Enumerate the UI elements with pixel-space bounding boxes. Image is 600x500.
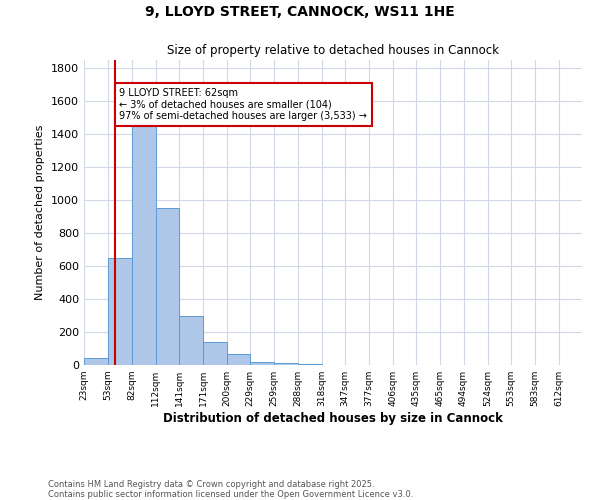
- Bar: [298, 364, 322, 365]
- Title: Size of property relative to detached houses in Cannock: Size of property relative to detached ho…: [167, 44, 499, 58]
- X-axis label: Distribution of detached houses by size in Cannock: Distribution of detached houses by size …: [163, 412, 503, 425]
- Bar: [250, 362, 274, 365]
- Bar: [179, 316, 203, 365]
- Text: 9, LLOYD STREET, CANNOCK, WS11 1HE: 9, LLOYD STREET, CANNOCK, WS11 1HE: [145, 5, 455, 19]
- Bar: [108, 258, 131, 365]
- Bar: [227, 354, 250, 365]
- Text: Contains HM Land Registry data © Crown copyright and database right 2025.
Contai: Contains HM Land Registry data © Crown c…: [48, 480, 413, 499]
- Bar: [203, 342, 227, 365]
- Y-axis label: Number of detached properties: Number of detached properties: [35, 125, 46, 300]
- Bar: [274, 364, 298, 365]
- Text: 9 LLOYD STREET: 62sqm
← 3% of detached houses are smaller (104)
97% of semi-deta: 9 LLOYD STREET: 62sqm ← 3% of detached h…: [119, 88, 367, 121]
- Bar: [156, 208, 179, 365]
- Bar: [131, 93, 156, 365]
- Bar: [84, 358, 108, 365]
